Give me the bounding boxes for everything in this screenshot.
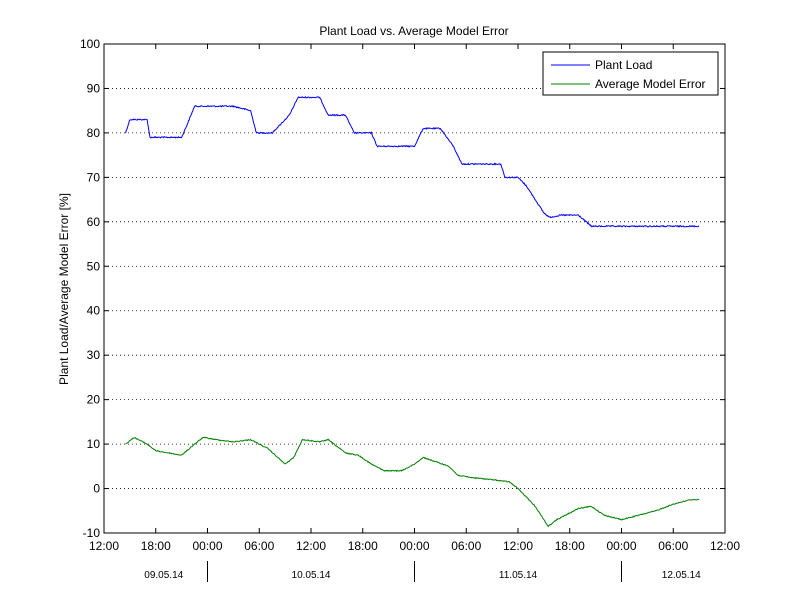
x-tick-label: 18:00 [555, 539, 585, 553]
x-tick-label: 12:00 [89, 539, 119, 553]
x-tick-label: 00:00 [399, 539, 429, 553]
x-tick-label: 00:00 [606, 539, 636, 553]
y-tick-label: 0 [93, 482, 100, 496]
x-tick-label: 00:00 [192, 539, 222, 553]
series-line-average-model-error [125, 436, 700, 528]
y-tick-label: 90 [87, 81, 101, 95]
plot-area: -10 0 10 20 30 40 50 60 70 80 90 100 12:00 18:00 00:00… [80, 37, 740, 582]
x-tick-label: 12:00 [503, 539, 533, 553]
y-tick-label: 80 [87, 126, 101, 140]
y-tick-label: -10 [83, 526, 101, 540]
x-tick-label: 18:00 [348, 539, 378, 553]
y-tick-label: 70 [87, 170, 101, 184]
x-tick-label: 12:00 [296, 539, 326, 553]
y-tick-label: 50 [87, 259, 101, 273]
chart-title: Plant Load vs. Average Model Error [319, 24, 508, 38]
y-tick-label: 30 [87, 348, 101, 362]
y-tick-label: 100 [80, 37, 100, 51]
x-tick-label: 12:00 [710, 539, 740, 553]
legend-label: Plant Load [595, 58, 652, 72]
legend-box [542, 51, 719, 96]
series-line-plant-load [125, 96, 700, 228]
y-tick-label: 20 [87, 393, 101, 407]
x-tick-label: 06:00 [244, 539, 274, 553]
y-axis-label: Plant Load/Average Model Error [%] [57, 193, 71, 385]
date-label: 09.05.14 [144, 570, 183, 581]
x-tick-label: 18:00 [141, 539, 171, 553]
legend-label: Average Model Error [595, 77, 706, 91]
date-label: 12.05.14 [662, 570, 701, 581]
x-tick-label: 06:00 [451, 539, 481, 553]
y-tick-label: 40 [87, 304, 101, 318]
date-label: 10.05.14 [292, 570, 331, 581]
y-tick-label: 10 [87, 437, 101, 451]
x-tick-label: 06:00 [658, 539, 688, 553]
date-label: 11.05.14 [499, 570, 538, 581]
y-tick-label: 60 [87, 215, 101, 229]
